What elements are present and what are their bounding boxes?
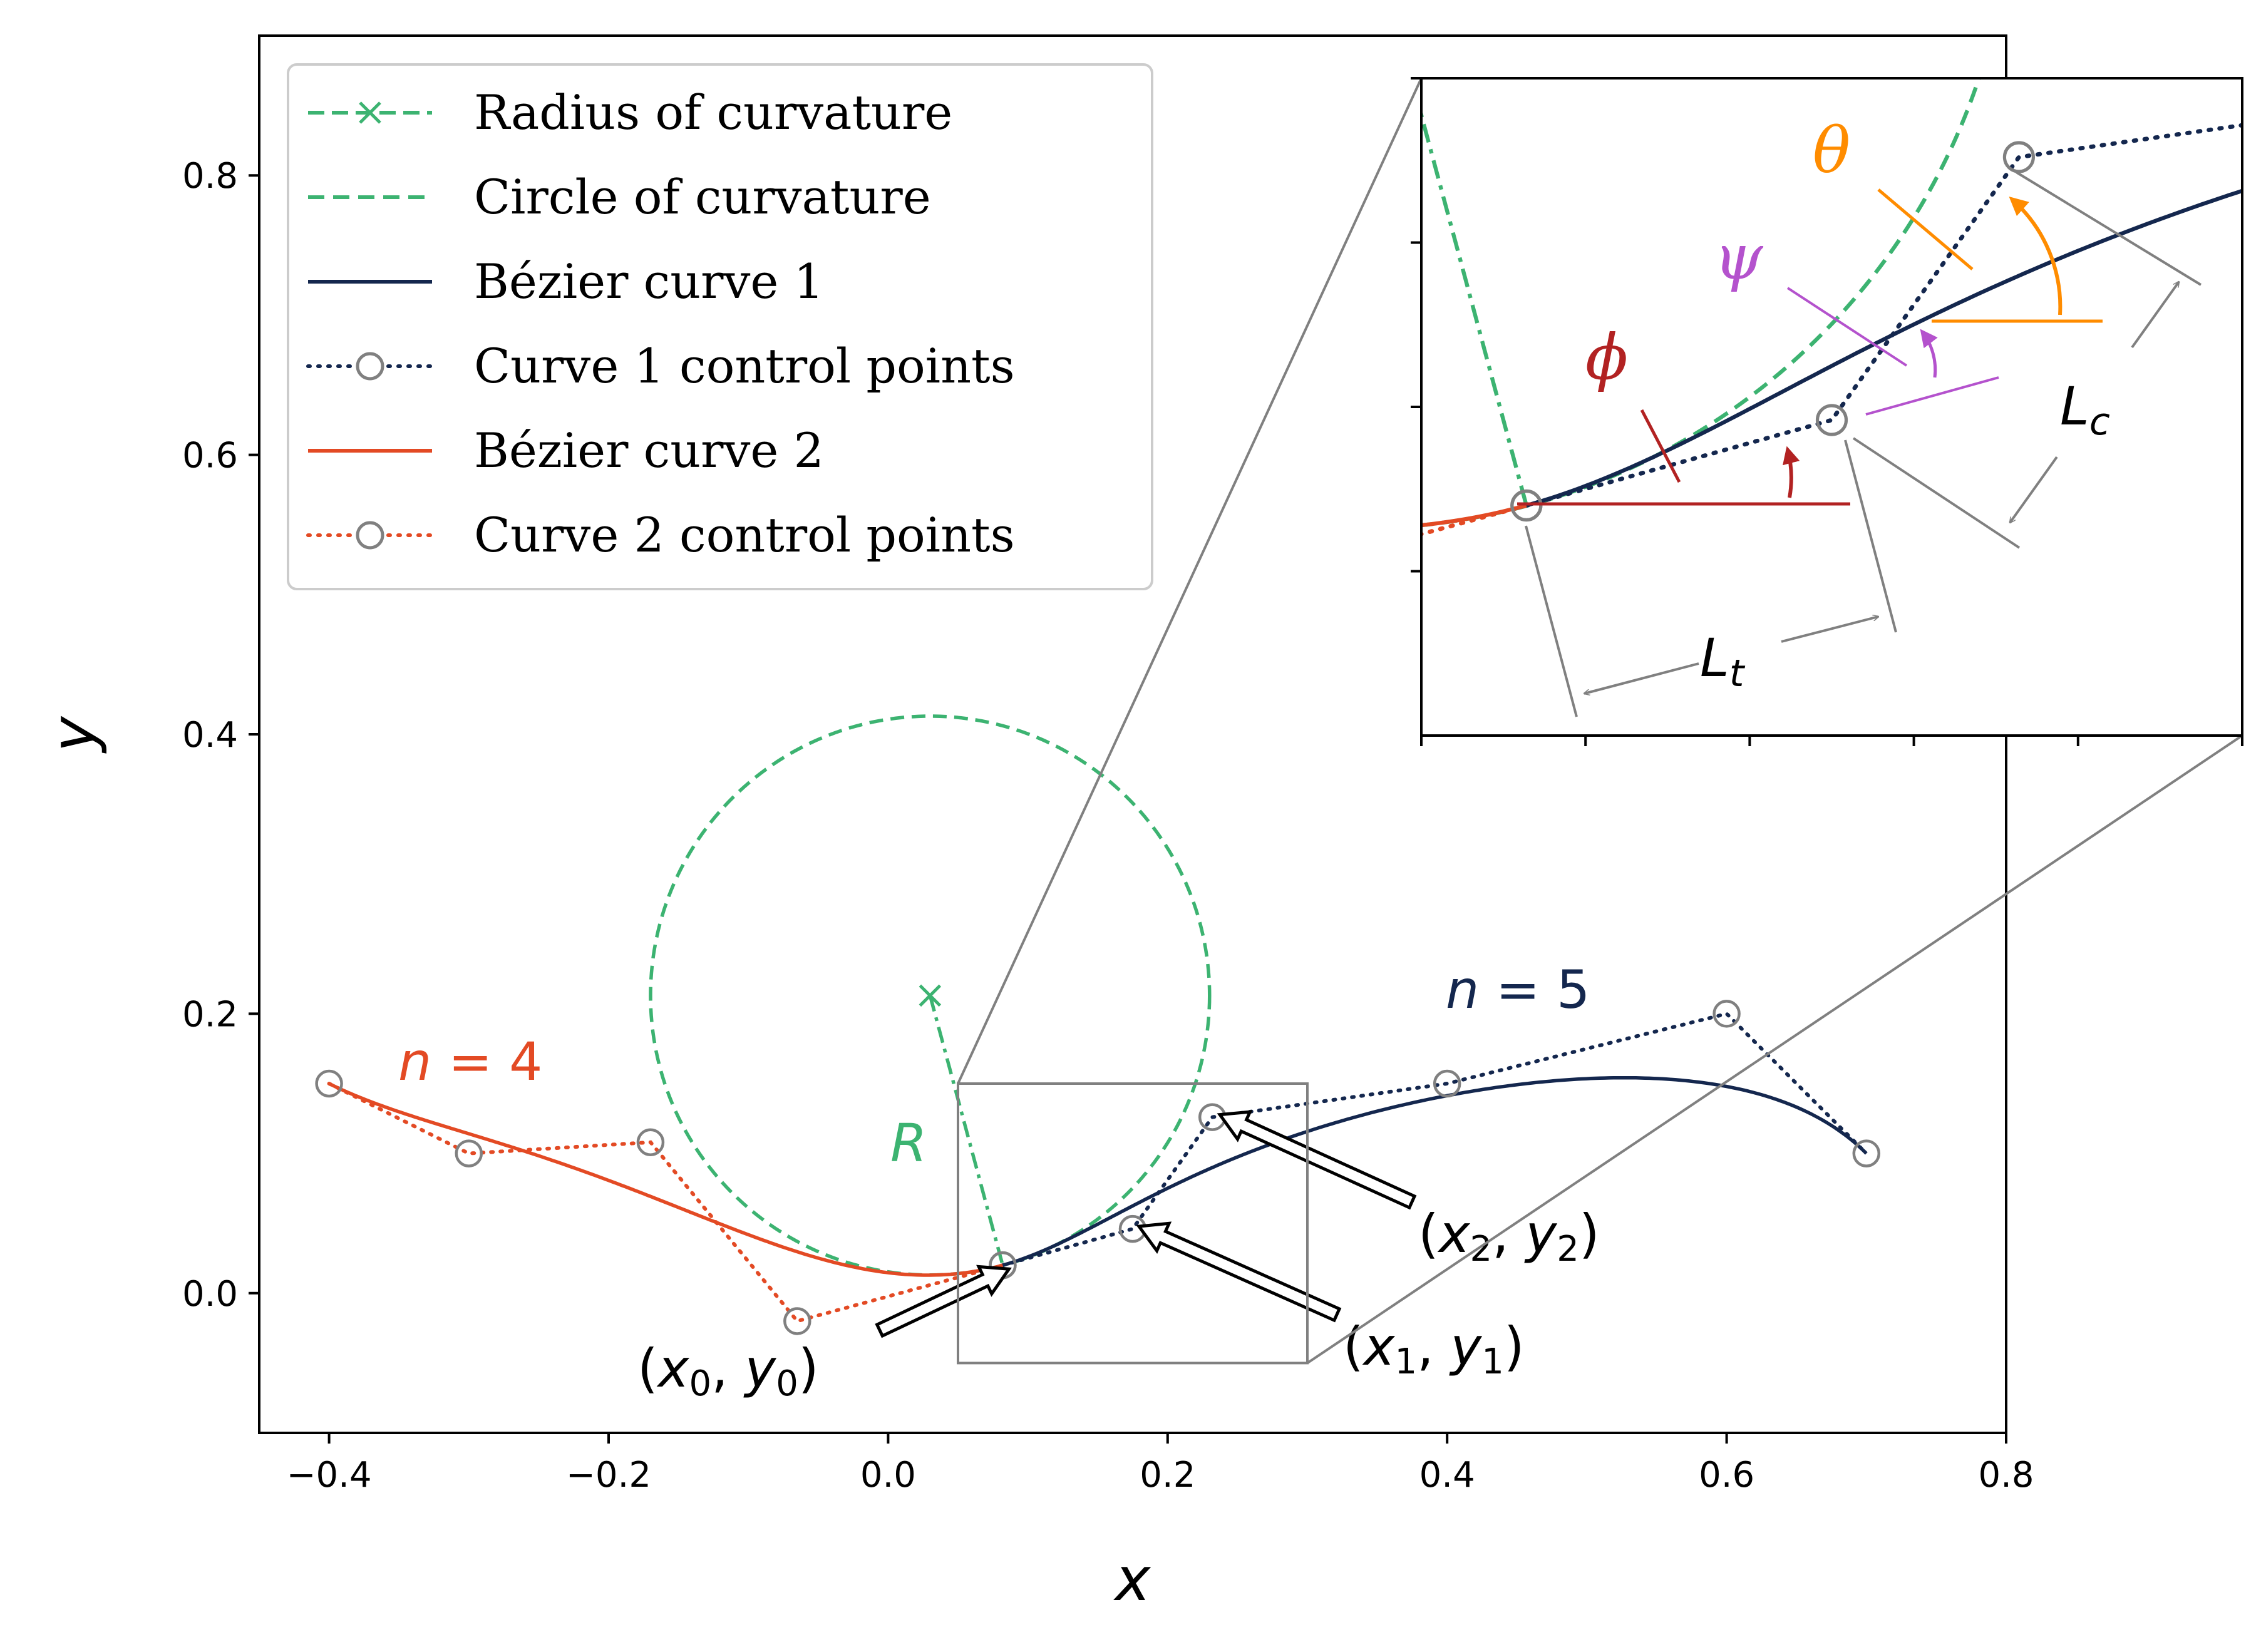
lc-extension-top [2015,171,2202,286]
main-y-ticks: 0.0 0.2 0.4 0.6 0.8 [182,156,259,1315]
legend-label: Bézier curve 2 [474,423,824,478]
p2-label: (x2, y2) [1418,1203,1600,1270]
lc-extension-bottom [1852,437,2021,549]
y-tick-label: 0.0 [182,1274,238,1315]
x-tick-label: 0.4 [1419,1455,1475,1496]
psi-arc [1920,329,1938,378]
lt-label: Lt [1700,627,1746,695]
zoom-indicator [957,78,2243,1365]
legend-entry: Radius of curvature [308,85,952,140]
curve-1-control-point [1852,1139,1881,1167]
legend-marker [356,521,384,550]
legend-label: Curve 1 control points [474,338,1015,394]
curve-1-control-point [1433,1069,1461,1098]
phi-arc [1783,446,1800,498]
y-tick-label: 0.8 [182,156,238,197]
p0-arrow [875,1265,1012,1338]
lt-arrow-left [1584,662,1699,694]
legend-entry: Curve 2 control points [306,507,1015,563]
zoom-box [957,1082,1309,1365]
x-tick-label: 0.6 [1699,1455,1754,1496]
theta-tick [1877,188,1974,270]
theta-label: θ [1813,114,1850,187]
curve-1-control-polygon [1001,1012,1868,1268]
y-tick-label: 0.6 [182,436,238,476]
curve-1-control-point [1712,1000,1741,1028]
lt-extension-left [1525,525,1578,717]
curve-2-control-point-inset [258,228,287,257]
n5-label: n = 5 [1446,959,1590,1020]
legend-label: Radius of curvature [474,85,952,140]
curve-1-control-point-inset [2002,141,2035,173]
zoom-connector-top [957,78,1423,1084]
curve-2-control-point [455,1139,483,1167]
legend-label: Curve 2 control points [474,507,1015,563]
legend-entry: Circle of curvature [308,169,931,225]
main-annotations: n = 4 n = 5 R (x0, y0) (x1, y1) (x2, y2) [398,959,1600,1404]
lc-arrow-bottom [2009,456,2058,523]
phi-tick [1640,409,1681,483]
zoom-connector-bottom [1306,734,2243,1365]
main-x-ticks: −0.4 −0.2 0.0 0.2 0.4 0.6 0.8 [287,1433,2034,1496]
bezier-curve-2 [328,1082,1004,1277]
curvature-center-marker [919,984,942,1007]
bezier-curve-1-inset [1525,188,2242,508]
n4-label: n = 4 [398,1031,542,1092]
legend-entry: Bézier curve 1 [308,254,824,309]
legend-marker [359,101,381,124]
curve-2-control-point [315,1069,343,1098]
x-tick-label: 0.2 [1140,1455,1195,1496]
curve-2-control-polygon [327,1082,1005,1323]
legend-box [287,63,1153,590]
x-tick-label: −0.4 [287,1455,372,1496]
x-tick-label: 0.8 [1978,1455,2034,1496]
p2-arrow [1217,1110,1417,1210]
p1-arrow [1136,1221,1342,1323]
phi-label: ϕ [1585,321,1628,394]
legend: Radius of curvature Circle of curvature Bé… [287,63,1153,590]
curve-2-control-point-inset [1029,623,1058,652]
curve-2-control-point [783,1307,811,1335]
legend-entry: Bézier curve 2 [308,423,824,478]
legend-entry: Curve 1 control points [306,338,1015,394]
psi-tick [1786,287,1908,367]
p1-label: (x1, y1) [1343,1316,1525,1382]
main-axes: −0.4 −0.2 0.0 0.2 0.4 0.6 0.8 0.00.20.40.60.8 … [38,34,2034,1614]
inset-length-annotations: Lt Lc [1525,171,2202,717]
x-axis-label: x [1113,1544,1151,1614]
y-axis-label: y [38,716,108,754]
x-tick-label: −0.2 [566,1455,651,1496]
p0-label: (x0, y0) [637,1338,819,1404]
inset-angle-annotations: θ ψ ϕ [1517,114,2103,506]
legend-label: Circle of curvature [474,169,931,225]
inset-ticks [1411,77,2243,746]
psi-label: ψ [1714,220,1764,294]
psi-ref-line [1865,376,1999,416]
y-tick-label: 0.2 [182,994,238,1035]
radius-label: R [890,1112,927,1174]
legend-marker [356,352,384,381]
curve-2-control-point [636,1128,665,1156]
inset-axes: θ ψ ϕ Lt Lc [258,77,2243,746]
theta-arc [2009,197,2063,316]
x-tick-label: 0.0 [860,1455,916,1496]
legend-label: Bézier curve 1 [474,254,824,309]
lc-arrow-top [2131,282,2180,349]
lt-extension-right [1844,439,1897,633]
main-plot-area [315,714,1881,1335]
radius-of-curvature [928,995,1005,1266]
y-tick-label: 0.4 [182,715,238,756]
radius-of-curvature-inset [1421,107,1528,506]
curve-1-control-point-inset [1815,404,1848,436]
lc-label: Lc [2060,376,2110,444]
lt-arrow-right [1781,617,1878,643]
